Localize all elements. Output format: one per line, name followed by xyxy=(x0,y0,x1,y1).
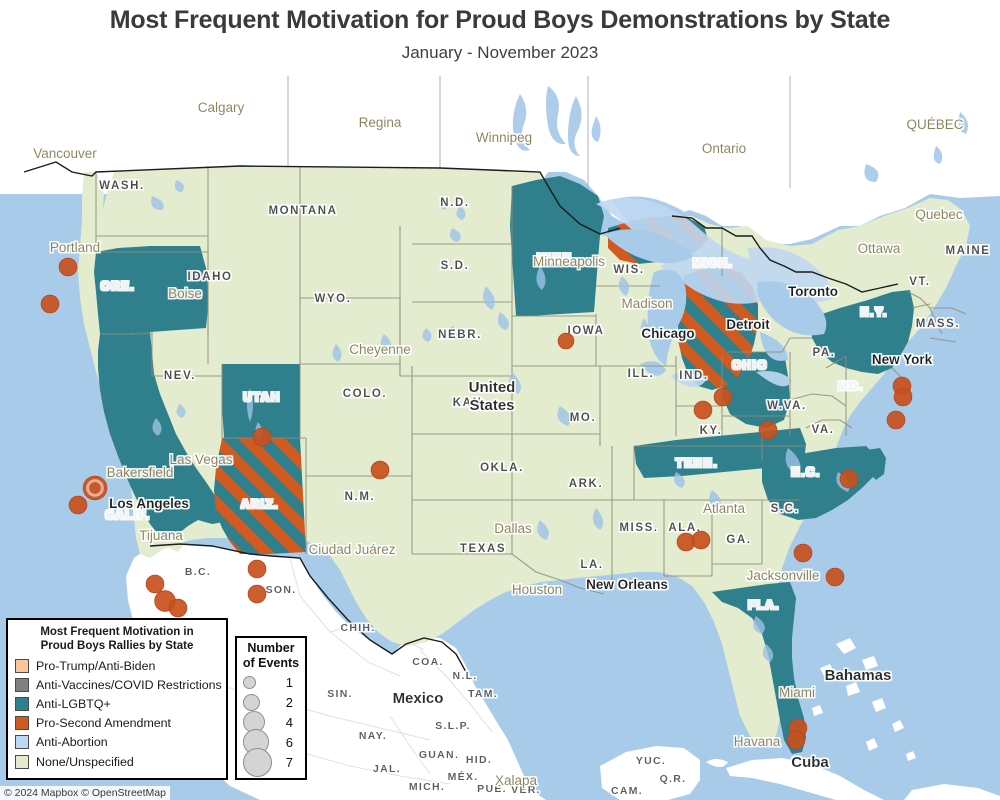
event-bubble-inner-ring xyxy=(86,479,104,497)
legend-events-title: Number of Events xyxy=(241,641,301,671)
legend-category-label: Anti-LGBTQ+ xyxy=(36,696,111,711)
legend-row[interactable]: None/Unspecified xyxy=(15,752,219,771)
great-lakes xyxy=(604,229,827,376)
legend-row[interactable]: Anti-Abortion xyxy=(15,733,219,752)
legend-size-value: 1 xyxy=(285,674,293,690)
header: Most Frequent Motivation for Proud Boys … xyxy=(0,0,1000,76)
legend-size-value: 2 xyxy=(285,694,293,710)
legend-motivation-title: Most Frequent Motivation in Proud Boys R… xyxy=(15,625,219,653)
event-bubble[interactable] xyxy=(886,410,906,430)
legend-row[interactable]: Anti-LGBTQ+ xyxy=(15,694,219,713)
event-bubble[interactable] xyxy=(893,387,913,407)
legend-category-label: Anti-Vaccines/COVID Restrictions xyxy=(36,677,222,692)
legend-category-label: None/Unspecified xyxy=(36,754,134,769)
event-bubble[interactable] xyxy=(58,257,78,277)
legend-size-bubble xyxy=(243,747,272,777)
legend-events-line2: of Events xyxy=(242,656,300,670)
legend-size-value: 7 xyxy=(285,754,293,770)
inland-water xyxy=(151,180,850,662)
event-bubble[interactable] xyxy=(693,400,713,420)
legend-motivation[interactable]: Most Frequent Motivation in Proud Boys R… xyxy=(6,618,228,780)
event-bubble[interactable] xyxy=(557,332,575,350)
event-bubble[interactable] xyxy=(68,495,88,515)
legend-color-swatch xyxy=(15,716,29,731)
page-subtitle: January - November 2023 xyxy=(401,43,599,62)
event-bubble[interactable] xyxy=(247,584,267,604)
event-bubble-group[interactable] xyxy=(40,257,913,750)
legend-number-of-events[interactable]: Number of Events 1 2 4 6 7 xyxy=(235,636,307,780)
state-borders xyxy=(95,166,967,595)
legend-events-line1: Number xyxy=(247,641,295,655)
event-bubble[interactable] xyxy=(839,469,859,489)
legend-size-row: 2 xyxy=(241,692,301,712)
event-bubble[interactable] xyxy=(825,567,845,587)
legend-items: Pro-Trump/Anti-Biden Anti-Vaccines/COVID … xyxy=(15,656,222,771)
legend-size-row: 7 xyxy=(241,747,301,777)
event-bubble[interactable] xyxy=(252,427,272,447)
legend-color-swatch xyxy=(15,696,29,711)
event-bubble[interactable] xyxy=(691,530,711,550)
legend-category-label: Pro-Trump/Anti-Biden xyxy=(36,658,156,673)
event-bubble[interactable] xyxy=(793,543,813,563)
event-bubble[interactable] xyxy=(758,420,778,440)
legend-size-bubble xyxy=(243,693,260,711)
event-bubble[interactable] xyxy=(370,460,390,480)
legend-size-value: 4 xyxy=(285,714,293,730)
international-borders xyxy=(23,161,899,673)
states-anti-lgbtq xyxy=(94,176,914,754)
legend-category-label: Pro-Second Amendment xyxy=(36,716,171,731)
event-bubble[interactable] xyxy=(713,387,733,407)
legend-row[interactable]: Pro-Second Amendment xyxy=(15,714,219,733)
legend-size-value: 6 xyxy=(285,734,293,750)
legend-size-bubble xyxy=(243,675,256,689)
legend-size-row: 1 xyxy=(241,672,301,692)
legend-row[interactable]: Pro-Trump/Anti-Biden xyxy=(15,656,219,675)
legend-color-swatch xyxy=(15,677,29,692)
event-bubble[interactable] xyxy=(168,598,188,618)
page-title: Most Frequent Motivation for Proud Boys … xyxy=(109,6,891,34)
legend-row[interactable]: Anti-Vaccines/COVID Restrictions xyxy=(15,675,222,694)
legend-title-line2: Proud Boys Rallies by State xyxy=(40,640,194,652)
legend-color-swatch xyxy=(15,754,29,769)
legend-color-swatch xyxy=(15,735,29,750)
event-bubble[interactable] xyxy=(145,574,165,594)
event-bubble[interactable] xyxy=(40,294,60,314)
legend-events-items: 1 2 4 6 7 xyxy=(241,672,301,777)
legend-title-line1: Most Frequent Motivation in xyxy=(40,626,194,638)
legend-category-label: Anti-Abortion xyxy=(36,735,108,750)
event-bubble[interactable] xyxy=(786,730,806,750)
legend-color-swatch xyxy=(15,658,29,673)
map-attribution[interactable]: © 2024 Mapbox © OpenStreetMap xyxy=(0,786,170,800)
event-bubble[interactable] xyxy=(247,559,267,579)
